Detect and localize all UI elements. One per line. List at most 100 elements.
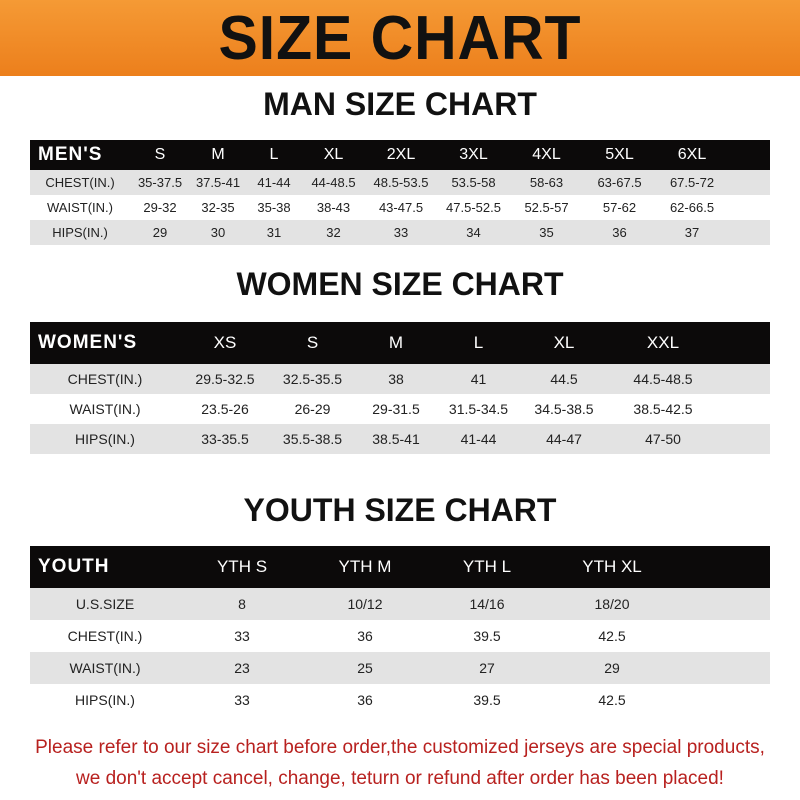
table-row: CHEST(IN.) 29.5-32.5 32.5-35.5 38 41 44.5 44.5…: [30, 364, 770, 394]
order-notice: Please refer to our size chart before or…: [0, 732, 800, 794]
table-cell: 42.5: [598, 692, 626, 708]
size-header: L: [269, 146, 279, 163]
table-cell: 48.5-53.5: [373, 175, 429, 190]
size-header: 4XL: [532, 146, 561, 163]
table-cell: 35-38: [257, 200, 291, 215]
table-cell: 41: [470, 371, 487, 387]
table-cell: 35: [539, 225, 554, 240]
notice-line-1: Please refer to our size chart before or…: [35, 737, 765, 758]
table-cell: 29-32: [143, 200, 177, 215]
table-cell: 41-44: [460, 431, 497, 447]
table-cell: 38.5-41: [372, 431, 420, 447]
table-cell: 36: [357, 692, 373, 708]
table-cell: 14/16: [469, 596, 505, 612]
table-cell: 38-43: [316, 200, 351, 215]
banner-title: SIZE CHART: [218, 3, 582, 73]
table-header-row: MEN'S S M L XL 2XL 3XL 4XL 5XL 6XL: [30, 140, 770, 170]
youth-section-title: YOUTH SIZE CHART: [243, 492, 557, 528]
table-cell: 26-29: [294, 401, 331, 417]
size-header: 5XL: [605, 146, 634, 163]
banner: SIZE CHART: [0, 0, 800, 76]
row-label: WAIST(IN.): [47, 200, 113, 215]
size-header: XS: [213, 333, 237, 352]
table-cell: 35-37.5: [137, 175, 183, 190]
table-cell: 23: [234, 660, 250, 676]
size-header: S: [154, 146, 166, 163]
size-header: 3XL: [459, 146, 488, 163]
table-cell: 33-35.5: [201, 431, 249, 447]
table-cell: 41-44: [257, 175, 291, 190]
table-cell: 32-35: [201, 200, 235, 215]
row-label: WAIST(IN.): [69, 401, 141, 417]
table-cell: 43-47.5: [378, 200, 424, 215]
table-cell: 8: [238, 596, 246, 612]
table-cell: 33: [234, 628, 250, 644]
table-row: HIPS(IN.) 33-35.5 35.5-38.5 38.5-41 41-44 44-…: [30, 424, 770, 454]
row-label: CHEST(IN.): [67, 371, 143, 387]
table-cell: 47-50: [645, 431, 681, 447]
table-cell: 33: [393, 225, 409, 240]
table-cell: 18/20: [594, 596, 630, 612]
table-corner-label: MEN'S: [38, 144, 103, 165]
size-header: M: [388, 333, 404, 352]
table-cell: 44.5-48.5: [633, 371, 693, 387]
table-cell: 30: [210, 225, 226, 240]
table-cell: 47.5-52.5: [446, 200, 501, 215]
size-header: L: [473, 333, 484, 352]
size-header: 6XL: [677, 146, 707, 163]
size-header: XXL: [646, 333, 680, 352]
table-cell: 63-67.5: [597, 175, 642, 190]
size-header: M: [211, 146, 225, 163]
table-corner-label: WOMEN'S: [38, 332, 138, 353]
table-header-row: WOMEN'S XS S M L XL XXL: [30, 322, 770, 364]
row-label: HIPS(IN.): [75, 692, 135, 708]
women-section-title: WOMEN SIZE CHART: [236, 266, 564, 302]
table-cell: 23.5-26: [201, 401, 249, 417]
size-header: XL: [323, 146, 344, 163]
table-cell: 62-66.5: [669, 200, 715, 215]
row-label: CHEST(IN.): [67, 628, 143, 644]
table-cell: 44-47: [546, 431, 582, 447]
table-cell: 38.5-42.5: [633, 401, 693, 417]
table-cell: 31.5-34.5: [448, 401, 509, 417]
table-cell: 36: [357, 628, 373, 644]
youth-size-table: YOUTH YTH S YTH M YTH L YTH XL U.S.SIZE 8 10/12…: [30, 546, 770, 716]
men-section-title: MAN SIZE CHART: [263, 86, 537, 122]
women-size-table: WOMEN'S XS S M L XL XXL CHEST(IN.) 29.5-32.5 32.5…: [30, 322, 770, 454]
table-cell: 37: [684, 225, 700, 240]
table-cell: 42.5: [598, 628, 626, 644]
men-size-table: MEN'S S M L XL 2XL 3XL 4XL 5XL 6XL CHEST(IN.) 35-37…: [30, 140, 770, 245]
size-header: YTH M: [338, 557, 392, 576]
table-cell: 57-62: [602, 200, 637, 215]
table-cell: 29.5-32.5: [195, 371, 255, 387]
table-header-row: YOUTH YTH S YTH M YTH L YTH XL: [30, 546, 770, 588]
table-row: U.S.SIZE 8 10/12 14/16 18/20: [30, 588, 770, 620]
table-cell: 37.5-41: [195, 175, 241, 190]
table-row: WAIST(IN.) 29-32 32-35 35-38 38-43 43-47.5 47.…: [30, 195, 770, 220]
table-cell: 52.5-57: [524, 200, 569, 215]
row-label: HIPS(IN.): [75, 431, 135, 447]
row-label: CHEST(IN.): [45, 175, 115, 190]
table-cell: 36: [612, 225, 627, 240]
table-cell: 27: [479, 660, 495, 676]
table-row: CHEST(IN.) 33 36 39.5 42.5: [30, 620, 770, 652]
row-label: HIPS(IN.): [52, 225, 108, 240]
table-cell: 33: [234, 692, 250, 708]
table-cell: 32: [326, 225, 341, 240]
table-row: HIPS(IN.) 29 30 31 32 33 34 35 36 37: [30, 220, 770, 245]
table-cell: 25: [357, 660, 373, 676]
table-cell: 35.5-38.5: [282, 431, 343, 447]
table-cell: 34: [466, 225, 481, 240]
size-header: 2XL: [386, 146, 416, 163]
table-cell: 34.5-38.5: [534, 401, 594, 417]
table-cell: 29: [152, 225, 168, 240]
table-cell: 39.5: [473, 628, 501, 644]
table-cell: 44.5: [550, 371, 578, 387]
row-label: WAIST(IN.): [69, 660, 141, 676]
size-header: YTH XL: [582, 557, 642, 576]
size-header: YTH S: [216, 557, 268, 576]
row-label: U.S.SIZE: [75, 596, 135, 612]
table-cell: 32.5-35.5: [282, 371, 343, 387]
table-cell: 39.5: [473, 692, 501, 708]
table-cell: 31: [266, 225, 282, 240]
